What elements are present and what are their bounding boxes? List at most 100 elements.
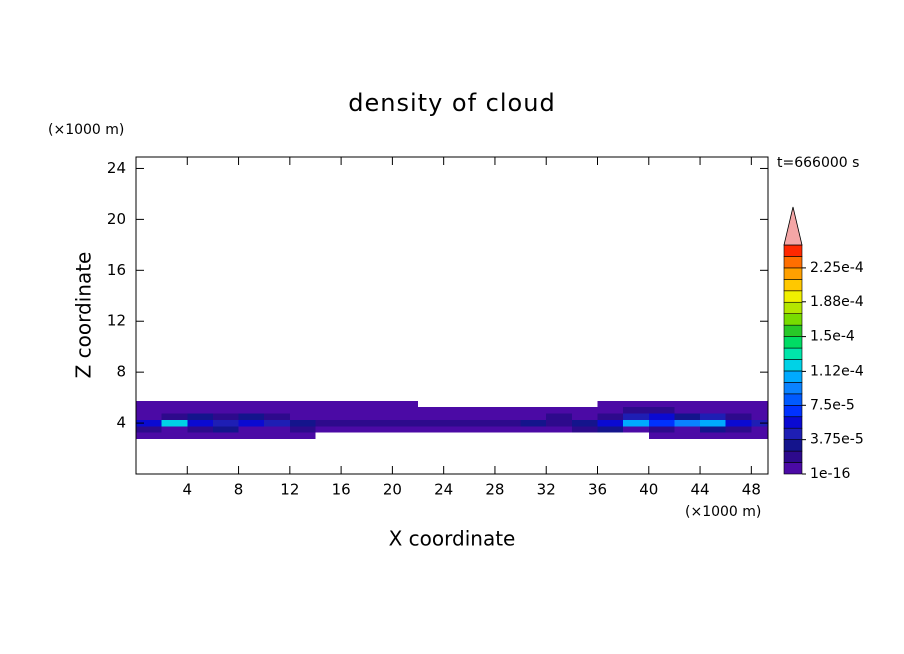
colorbar-band <box>783 450 803 463</box>
colorbar-band <box>783 336 803 349</box>
contour-field <box>136 400 768 439</box>
colorbar-band <box>783 393 803 406</box>
colorbar-band <box>783 279 803 292</box>
field-cell <box>238 413 265 420</box>
field-cell <box>623 407 649 414</box>
field-cell <box>648 419 675 427</box>
field-cell <box>520 419 547 427</box>
y-axis-label: Z coordinate <box>72 252 96 379</box>
colorbar-band <box>783 404 803 418</box>
field-cell <box>238 426 265 433</box>
field-cell <box>571 419 598 427</box>
field-cell <box>494 419 521 427</box>
field-cell <box>597 413 624 420</box>
field-cell <box>751 407 768 414</box>
field-cell <box>546 426 572 433</box>
colorbar-tick-label: 1.12e-4 <box>810 363 864 379</box>
chart-title: density of cloud <box>348 89 555 117</box>
field-cell <box>623 400 649 408</box>
field-cell <box>725 419 752 427</box>
field-cell <box>674 407 701 414</box>
field-cell <box>187 432 213 439</box>
field-cell <box>212 419 239 427</box>
colorbar-tick-label: 1.5e-4 <box>810 329 855 345</box>
field-cell <box>443 407 470 414</box>
y-tick-label: 24 <box>107 159 126 177</box>
field-cell <box>161 400 188 408</box>
y-tick-label: 12 <box>107 312 126 330</box>
field-cell <box>700 419 726 427</box>
field-cell <box>751 432 768 439</box>
field-cell <box>289 426 316 433</box>
field-cell <box>725 400 752 408</box>
field-cell <box>238 432 265 439</box>
field-cell <box>597 407 624 414</box>
field-cell <box>341 413 367 420</box>
colorbar-band <box>783 267 803 280</box>
field-cell <box>264 407 290 414</box>
x-tick-label: 48 <box>742 481 761 499</box>
field-cell <box>751 413 768 420</box>
field-cell <box>212 413 239 420</box>
field-cell <box>187 407 213 414</box>
field-cell <box>289 413 316 420</box>
x-axis-label: X coordinate <box>389 527 516 551</box>
colorbar-extend <box>783 206 803 246</box>
colorbar-band <box>783 256 803 269</box>
field-cell <box>700 400 726 408</box>
field-cell <box>443 413 470 420</box>
x-tick-label: 36 <box>588 481 607 499</box>
field-cell <box>674 413 701 420</box>
colorbar-band <box>783 359 803 372</box>
colorbar-band <box>783 427 803 440</box>
field-cell <box>674 432 701 439</box>
colorbar-tick-label: 7.5e-5 <box>810 397 855 413</box>
field-cell <box>648 400 675 408</box>
field-cell <box>341 407 367 414</box>
field-cell <box>751 400 768 408</box>
field-cell <box>623 413 649 420</box>
field-cell <box>136 426 162 433</box>
field-cell <box>725 407 752 414</box>
field-cell <box>700 413 726 420</box>
field-cell <box>289 407 316 414</box>
field-cell <box>289 419 316 427</box>
field-cell <box>161 426 188 433</box>
field-cell <box>264 419 290 427</box>
colorbar-band <box>783 301 803 314</box>
field-cell <box>597 400 624 408</box>
field-cell <box>161 419 188 427</box>
field-cell <box>546 407 572 414</box>
field-cell <box>161 432 188 439</box>
field-cell <box>725 432 752 439</box>
colorbar-tick-label: 3.75e-5 <box>810 432 864 448</box>
colorbar-band <box>783 370 803 383</box>
field-cell <box>700 407 726 414</box>
field-cell <box>187 400 213 408</box>
field-cell <box>136 413 162 420</box>
field-cell <box>443 426 470 433</box>
colorbar-band <box>783 382 803 395</box>
field-cell <box>674 419 701 427</box>
x-tick-label: 20 <box>383 481 402 499</box>
field-cell <box>674 400 701 408</box>
field-cell <box>366 419 393 427</box>
field-cell <box>648 407 675 414</box>
field-cell <box>161 413 188 420</box>
field-cell <box>700 432 726 439</box>
field-cell <box>546 413 572 420</box>
x-tick-label: 24 <box>434 481 453 499</box>
field-cell <box>623 419 649 427</box>
field-cell <box>264 432 290 439</box>
field-cell <box>751 426 768 433</box>
field-cell <box>571 407 598 414</box>
field-cell <box>443 419 470 427</box>
x-tick-label: 12 <box>280 481 299 499</box>
field-cell <box>469 426 495 433</box>
colorbar-band <box>783 462 803 475</box>
field-cell <box>289 400 316 408</box>
field-cell <box>264 400 290 408</box>
field-cell <box>418 426 444 433</box>
x-tick-label: 16 <box>332 481 351 499</box>
x-tick-label: 32 <box>537 481 556 499</box>
